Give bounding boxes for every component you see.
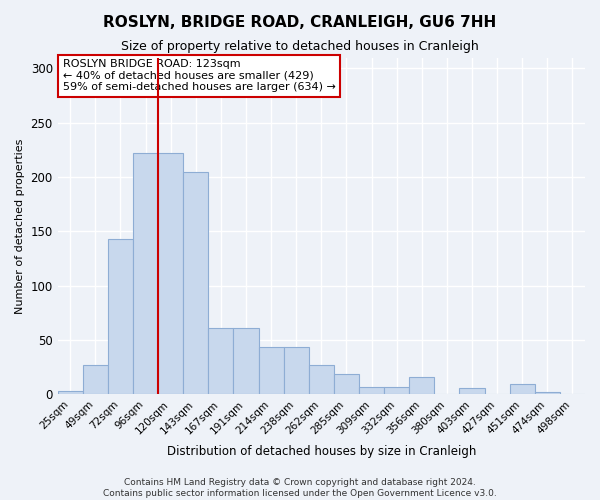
- Bar: [208, 328, 233, 394]
- Bar: [460, 388, 485, 394]
- Y-axis label: Number of detached properties: Number of detached properties: [15, 138, 25, 314]
- Text: ROSLYN BRIDGE ROAD: 123sqm
← 40% of detached houses are smaller (429)
59% of sem: ROSLYN BRIDGE ROAD: 123sqm ← 40% of deta…: [63, 59, 336, 92]
- Bar: [334, 374, 359, 394]
- Bar: [309, 365, 334, 394]
- Bar: [233, 328, 259, 394]
- Bar: [359, 387, 384, 394]
- Bar: [259, 346, 284, 395]
- Bar: [183, 172, 208, 394]
- Bar: [409, 377, 434, 394]
- Text: ROSLYN, BRIDGE ROAD, CRANLEIGH, GU6 7HH: ROSLYN, BRIDGE ROAD, CRANLEIGH, GU6 7HH: [103, 15, 497, 30]
- Text: Size of property relative to detached houses in Cranleigh: Size of property relative to detached ho…: [121, 40, 479, 53]
- Bar: [284, 346, 309, 395]
- Bar: [509, 384, 535, 394]
- Bar: [108, 239, 133, 394]
- Bar: [83, 365, 108, 394]
- Bar: [535, 392, 560, 394]
- Bar: [158, 153, 183, 394]
- Bar: [58, 391, 83, 394]
- Text: Contains HM Land Registry data © Crown copyright and database right 2024.
Contai: Contains HM Land Registry data © Crown c…: [103, 478, 497, 498]
- Bar: [384, 387, 409, 394]
- Bar: [133, 153, 158, 394]
- X-axis label: Distribution of detached houses by size in Cranleigh: Distribution of detached houses by size …: [167, 444, 476, 458]
